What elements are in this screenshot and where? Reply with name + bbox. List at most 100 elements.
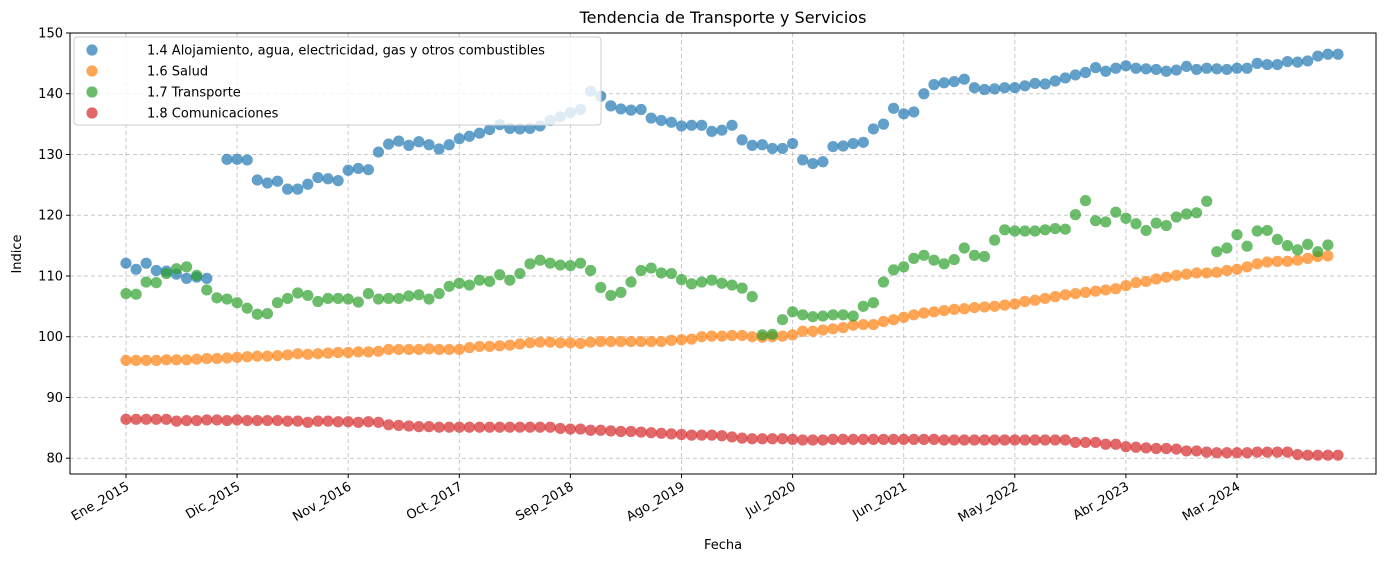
data-point [383, 343, 395, 356]
data-point [989, 300, 1001, 312]
data-point [312, 295, 324, 308]
data-point [282, 349, 294, 361]
data-point [221, 352, 233, 364]
data-point [282, 183, 294, 195]
data-point [1009, 225, 1021, 237]
data-point [1029, 77, 1041, 90]
data-point [1180, 208, 1193, 220]
legend-marker [86, 107, 98, 119]
data-point [776, 330, 789, 342]
data-point [332, 292, 344, 305]
data-point [1059, 223, 1071, 235]
data-point [403, 139, 415, 151]
data-point [1049, 291, 1061, 303]
data-point [665, 267, 678, 280]
data-point [1292, 448, 1304, 461]
data-point [514, 338, 526, 350]
data-point [807, 325, 819, 337]
data-point [1100, 438, 1112, 450]
data-point [1302, 252, 1314, 264]
data-point [241, 302, 253, 314]
data-point [928, 79, 940, 91]
data-point [635, 426, 647, 438]
data-point [1130, 218, 1142, 230]
data-point [1039, 78, 1051, 90]
data-point [1271, 233, 1283, 246]
data-point [1160, 271, 1172, 283]
data-point [615, 286, 627, 298]
data-point [1120, 60, 1132, 72]
x-axis-label: Fecha [704, 538, 742, 553]
data-point [352, 416, 364, 428]
data-point [888, 264, 900, 276]
data-point [948, 434, 960, 446]
data-point [473, 127, 486, 139]
data-point [686, 333, 698, 345]
data-point [1130, 277, 1142, 289]
data-point [625, 335, 637, 348]
data-point [120, 287, 132, 300]
data-point [716, 330, 728, 342]
data-point [160, 413, 172, 425]
data-point [665, 334, 678, 346]
data-point [978, 434, 991, 446]
data-point [564, 423, 577, 435]
data-point [585, 264, 597, 277]
data-point [383, 138, 395, 150]
data-point [463, 130, 475, 142]
data-point [574, 337, 587, 350]
data-point [898, 433, 910, 445]
data-point [605, 425, 617, 437]
data-point [655, 267, 667, 279]
y-axis: 80 90 100 110 120 130 140 150 [38, 27, 70, 467]
data-point [393, 343, 405, 356]
data-point [635, 103, 647, 116]
data-point [827, 323, 839, 335]
data-point [1332, 48, 1344, 60]
data-point [958, 434, 970, 446]
data-point [797, 154, 809, 166]
data-point [1100, 216, 1112, 228]
data-point [888, 102, 900, 114]
legend-label: 1.6 Salud [147, 65, 208, 80]
legend-marker [86, 44, 98, 56]
data-point [181, 261, 193, 273]
data-point [726, 431, 738, 443]
data-point [1110, 206, 1122, 218]
data-point [645, 427, 657, 439]
data-point [231, 297, 243, 309]
data-point [938, 77, 950, 89]
data-point [1302, 238, 1314, 250]
data-point [989, 83, 1001, 95]
data-point [423, 139, 435, 151]
data-point [989, 434, 1001, 446]
data-point [383, 419, 395, 431]
data-point [342, 416, 354, 428]
data-point [928, 254, 940, 266]
plot-area-frame [69, 32, 1377, 475]
data-point [696, 331, 708, 343]
data-point [170, 354, 183, 366]
data-point [615, 103, 627, 115]
data-point [1302, 449, 1314, 461]
data-point [847, 310, 859, 322]
data-point [1292, 56, 1304, 68]
data-point [1281, 446, 1294, 458]
data-point [1322, 239, 1334, 251]
data-point [766, 142, 779, 155]
data-point [999, 82, 1011, 94]
data-point [1039, 434, 1051, 446]
data-point [908, 309, 920, 321]
data-point [1090, 285, 1102, 297]
data-point [534, 254, 546, 266]
data-point [1160, 442, 1172, 455]
data-point [706, 125, 718, 138]
data-point [120, 354, 132, 367]
data-point [716, 124, 728, 136]
data-point [1241, 240, 1253, 252]
data-point [251, 350, 263, 362]
data-point [251, 414, 263, 427]
data-point [948, 253, 960, 266]
data-point [1019, 434, 1031, 446]
